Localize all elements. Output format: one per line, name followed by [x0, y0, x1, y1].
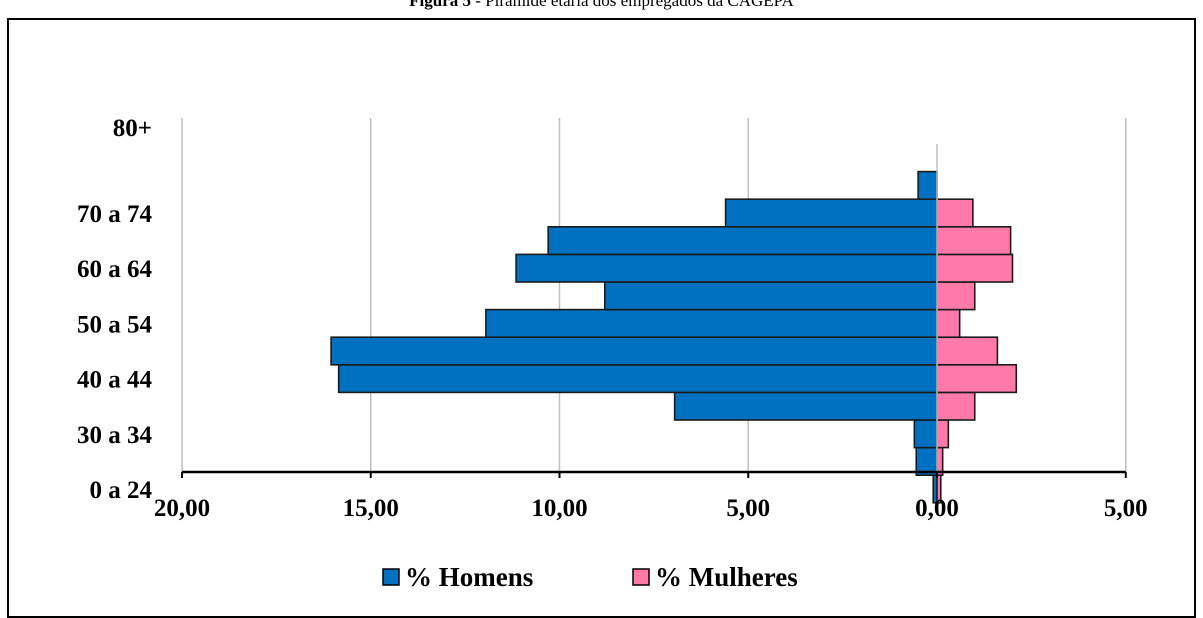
- bar-homens: [673, 391, 938, 421]
- x-tick-label: 10,00: [531, 495, 587, 522]
- x-tick-label: 5,00: [726, 495, 770, 522]
- y-tick-label: 50 a 54: [77, 311, 153, 338]
- bars: [330, 170, 1018, 504]
- x-tick-label: 0,00: [915, 495, 959, 522]
- caption-text: - Pirâmide etária dos empregados da CAGE…: [471, 0, 794, 10]
- bar-homens: [515, 253, 938, 283]
- bar-homens: [547, 226, 938, 256]
- bar-mulheres: [936, 281, 976, 311]
- x-tick-label: 20,00: [154, 495, 210, 522]
- legend-mulheres-swatch: [632, 568, 650, 586]
- y-tick-label: 40 a 44: [77, 367, 153, 394]
- bar-mulheres: [936, 253, 1014, 283]
- bar-homens: [337, 363, 938, 394]
- legend: % Homens % Mulheres: [382, 562, 798, 592]
- x-tick-label: 15,00: [343, 495, 399, 522]
- y-tick-label: 0 a 24: [90, 477, 153, 504]
- bar-mulheres: [936, 226, 1012, 256]
- bar-homens: [330, 336, 938, 366]
- bar-mulheres: [936, 336, 999, 366]
- legend-homens-label: % Homens: [405, 562, 533, 592]
- y-tick-label: 80+: [113, 115, 152, 142]
- bar-mulheres: [936, 198, 974, 228]
- bar-homens: [485, 308, 938, 339]
- axes: [181, 144, 1127, 478]
- bar-mulheres: [936, 419, 950, 449]
- bar-homens: [603, 281, 938, 311]
- bar-mulheres: [936, 308, 961, 339]
- y-tick-label: 70 a 74: [77, 201, 153, 228]
- y-tick-label: 60 a 64: [77, 256, 153, 283]
- figure-caption: Figura 5 - Pirâmide etária dos empregado…: [0, 0, 1203, 11]
- bar-mulheres: [936, 391, 976, 421]
- x-tick-label: 5,00: [1104, 495, 1148, 522]
- y-tick-label: 30 a 34: [77, 422, 153, 449]
- tick-labels: 20,00 15,00 10,00 5,00 0,00 5,00 0 a 24 30 a 34…: [77, 115, 1148, 522]
- bar-homens: [913, 419, 938, 449]
- bar-homens: [724, 198, 938, 228]
- bar-mulheres: [936, 363, 1018, 394]
- caption-label: Figura 5: [409, 0, 472, 10]
- legend-homens-swatch: [382, 568, 400, 586]
- legend-mulheres-label: % Mulheres: [655, 562, 798, 592]
- bar-homens: [917, 170, 938, 201]
